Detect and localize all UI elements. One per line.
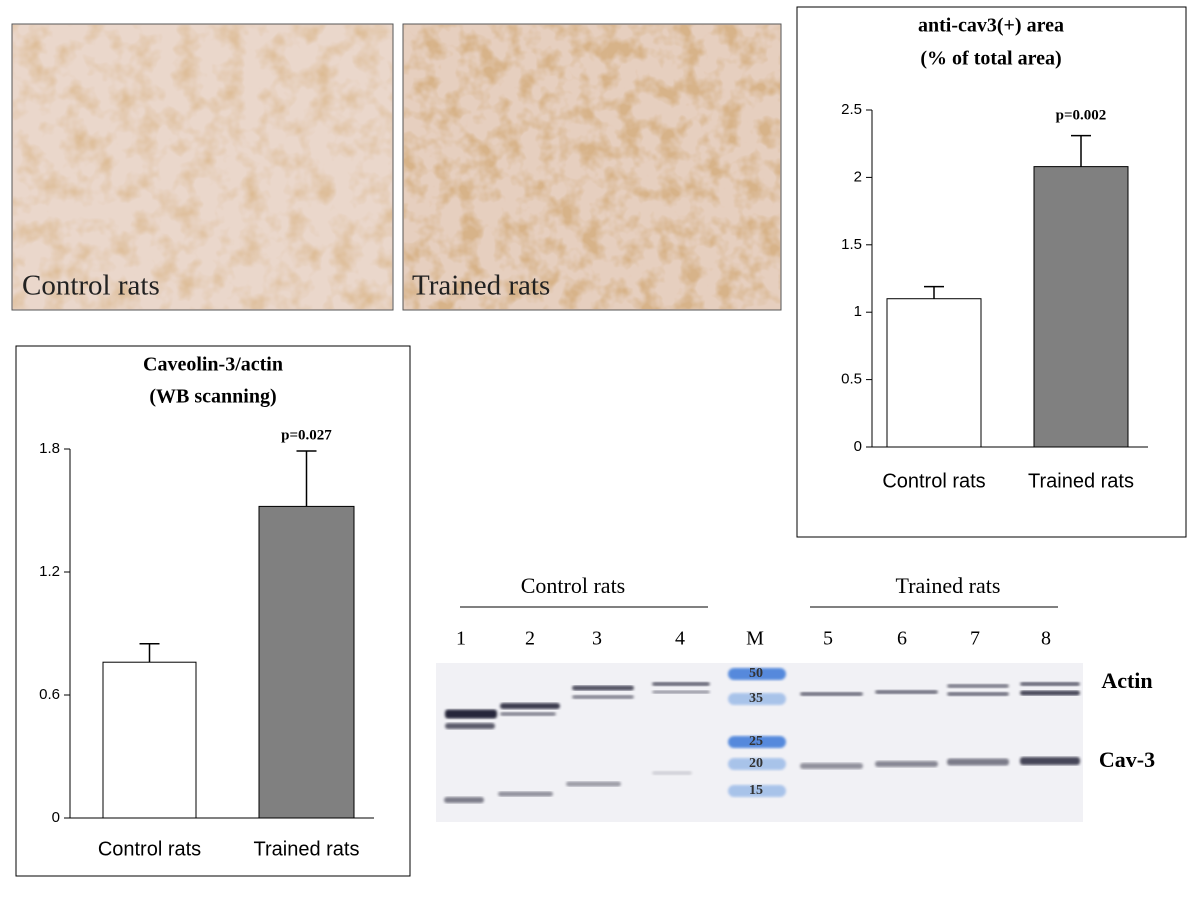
blot-band [800, 692, 863, 696]
x-tick-label: Trained rats [254, 838, 360, 860]
lane-label: 8 [1041, 628, 1051, 650]
lane-label: 5 [823, 628, 833, 650]
chart-subtitle: (% of total area) [920, 48, 1061, 70]
y-tick-label: 2.5 [841, 101, 862, 118]
marker-band [728, 693, 786, 705]
y-tick-label: 0 [854, 438, 862, 455]
micrograph-trained: Trained rats [402, 23, 782, 311]
blot-band [652, 682, 710, 686]
y-tick-label: 1.8 [39, 440, 60, 457]
y-tick-label: 1.2 [39, 563, 60, 580]
marker-label: 50 [749, 666, 763, 681]
lane-label: 3 [592, 628, 602, 650]
x-tick-label: Control rats [882, 470, 985, 492]
western-blot: Control rats Trained rats Actin Cav-3 1 2… [436, 573, 1155, 822]
lane-label: 2 [525, 628, 535, 650]
blot-band [1020, 682, 1080, 686]
blot-band [875, 761, 938, 767]
blot-band [800, 763, 863, 769]
y-tick-label: 1 [854, 303, 862, 320]
blot-band [947, 684, 1009, 688]
lane-label: 6 [897, 628, 907, 650]
blot-band [947, 692, 1009, 696]
marker-band [728, 785, 786, 797]
lane-label: 4 [675, 628, 685, 650]
marker-label: 35 [749, 691, 763, 706]
blot-band [500, 712, 556, 716]
error-bar [296, 450, 317, 507]
y-tick-label: 2 [854, 168, 862, 185]
blot-band [566, 781, 621, 787]
x-tick-label: Control rats [98, 838, 201, 860]
blot-band [572, 695, 634, 699]
micrograph-label: Control rats [22, 270, 160, 302]
blot-band [445, 709, 497, 719]
marker-label: 25 [749, 734, 763, 749]
chart-subtitle: (WB scanning) [149, 386, 276, 408]
blot-band [875, 690, 938, 694]
band-label: Actin [1101, 668, 1152, 693]
micrograph-control: Control rats [11, 23, 394, 311]
blot-band [445, 723, 495, 729]
marker-label: 20 [749, 756, 763, 771]
lane-label: 7 [970, 628, 980, 650]
annotation: p=0.002 [1056, 107, 1107, 123]
bar [102, 661, 197, 819]
blot-band [652, 690, 710, 694]
marker-label: 15 [749, 783, 763, 798]
blot-band [498, 791, 553, 797]
bar [886, 298, 982, 448]
micrograph-texture [13, 25, 392, 309]
lane-label: M [746, 628, 764, 650]
bar [1033, 166, 1129, 448]
blot-band [444, 797, 484, 803]
blot-band [1020, 690, 1080, 696]
group-label: Trained rats [896, 573, 1001, 598]
group-label: Control rats [521, 573, 626, 598]
micrograph-texture [404, 25, 780, 309]
y-tick-label: 0.5 [841, 371, 862, 388]
blot-band [652, 771, 692, 775]
annotation: p=0.027 [281, 427, 332, 443]
lane-label: 1 [456, 628, 466, 650]
marker-band [728, 758, 786, 770]
error-bar [139, 643, 160, 663]
blot-band [947, 758, 1009, 766]
band-label: Cav-3 [1099, 747, 1155, 772]
y-tick-label: 0.6 [39, 686, 60, 703]
y-tick-label: 0 [52, 809, 60, 826]
blot-band [500, 703, 560, 709]
y-tick-label: 1.5 [841, 236, 862, 253]
micrograph-label: Trained rats [412, 270, 550, 302]
bar [258, 505, 355, 819]
chart-title: anti-cav3(+) area [918, 15, 1064, 37]
blot-band [572, 685, 634, 691]
chart-title: Caveolin-3/actin [143, 354, 283, 376]
error-bar [924, 285, 944, 299]
error-bar [1071, 134, 1091, 167]
blot-band [1020, 757, 1080, 765]
marker-band [728, 668, 786, 680]
x-tick-label: Trained rats [1028, 470, 1134, 492]
marker-band [728, 736, 786, 748]
